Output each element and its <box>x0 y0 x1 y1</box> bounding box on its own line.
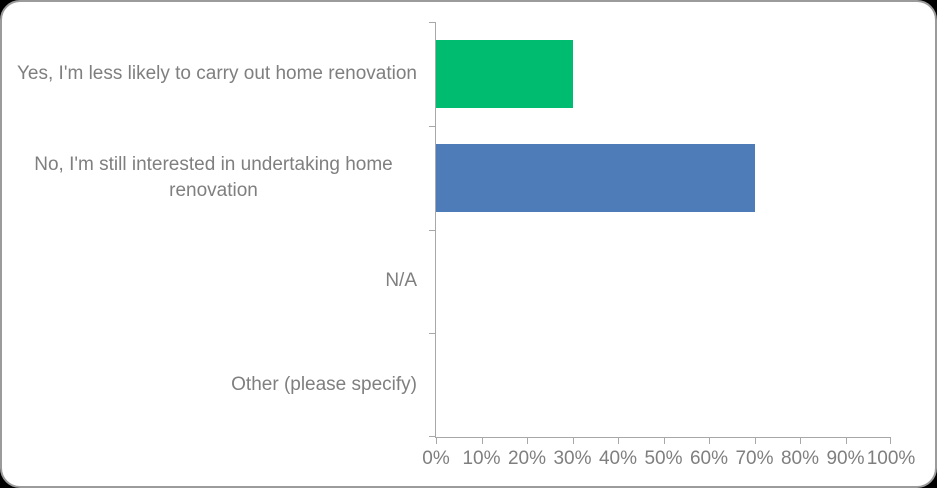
x-axis-tick <box>436 438 437 444</box>
y-axis-tick <box>429 22 435 23</box>
y-axis-tick <box>429 436 435 437</box>
x-axis-tick-label: 70% <box>735 448 774 469</box>
x-axis-tick-label: 20% <box>507 448 547 469</box>
x-axis-tick <box>754 438 756 444</box>
x-axis-tick <box>618 438 619 444</box>
x-axis-tick <box>527 438 528 444</box>
bar-chart-plot-area: 0% 10% 20% 30% 40% 50% 60% 70% 80% 90% 100% <box>422 22 915 469</box>
category-label-row: N/A <box>10 230 435 334</box>
category-label: Yes, I'm less likely to carry out home r… <box>17 62 417 84</box>
x-axis-tick-label: 10% <box>462 448 501 469</box>
category-label-row: No, I'm still interested in undertaking … <box>10 126 435 230</box>
category-label-row: Yes, I'm less likely to carry out home r… <box>10 22 435 126</box>
x-axis-tick-label: 90% <box>826 448 865 469</box>
y-axis-tick <box>429 230 435 231</box>
x-axis-tick-label: 30% <box>553 448 592 469</box>
x-axis-tick <box>663 438 665 444</box>
x-axis-tick <box>890 438 891 444</box>
x-axis-tick <box>800 438 801 444</box>
bar-segment <box>436 39 573 108</box>
category-label: No, I'm still interested in undertaking … <box>34 153 393 201</box>
y-axis-tick <box>429 126 435 127</box>
x-axis-tick-label: 100% <box>866 448 916 469</box>
x-axis-tick <box>709 438 710 444</box>
category-label-row: Other (please specify) <box>10 333 435 437</box>
x-axis-tick <box>572 438 574 444</box>
bar-segment <box>436 143 755 212</box>
x-axis-tick-label: 60% <box>689 448 729 469</box>
y-axis-tick <box>429 333 435 334</box>
x-axis-tick <box>845 438 847 444</box>
x-axis-tick-label: 50% <box>644 448 683 469</box>
x-axis-tick <box>481 438 483 444</box>
category-axis-labels: Yes, I'm less likely to carry out home r… <box>10 22 435 437</box>
x-axis-tick-label: 80% <box>780 448 820 469</box>
x-axis-tick-label: 40% <box>598 448 638 469</box>
x-axis-tick-label: 0% <box>422 448 450 469</box>
category-label: Other (please specify) <box>231 374 417 396</box>
category-label: N/A <box>385 270 417 292</box>
